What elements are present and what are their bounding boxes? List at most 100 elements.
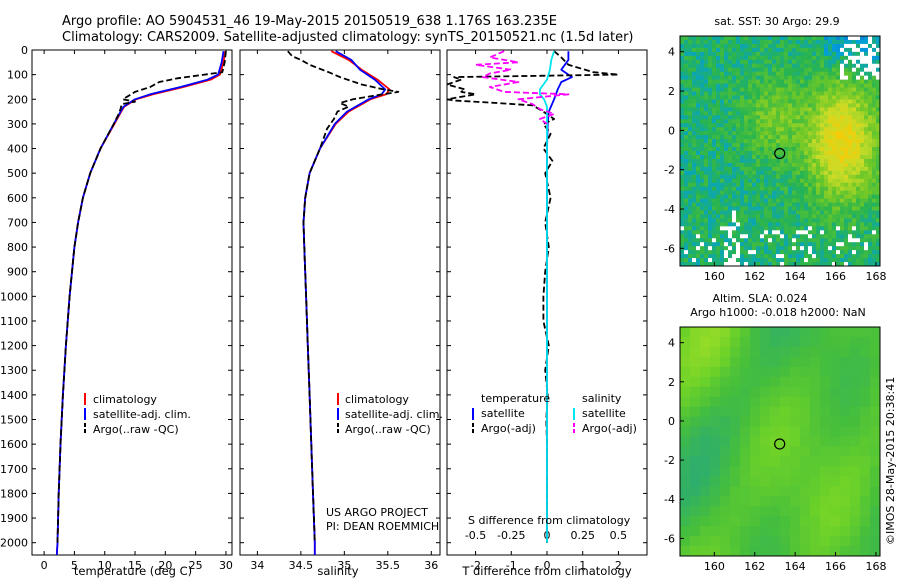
salinity-plot-frame	[239, 49, 441, 556]
map-cell	[808, 103, 813, 108]
map-cell	[832, 47, 837, 53]
map-cell	[868, 182, 873, 188]
map-cell	[848, 254, 853, 259]
map-cell	[830, 336, 841, 348]
map-cell	[836, 143, 841, 148]
map-cell	[872, 186, 877, 192]
map-cell	[776, 115, 781, 120]
map-cell	[712, 154, 717, 160]
map-cell	[772, 55, 777, 61]
map-cell	[764, 246, 769, 251]
map-cell	[824, 115, 829, 120]
map-cell	[844, 210, 849, 215]
map-cell	[788, 226, 793, 231]
map-cell	[744, 139, 749, 144]
map-cell	[792, 174, 797, 180]
map-cell	[812, 210, 817, 215]
map-cell	[816, 143, 821, 148]
map-cell	[856, 250, 861, 255]
map-cell	[760, 262, 765, 266]
map-cell	[812, 47, 817, 53]
map-cell	[768, 234, 773, 239]
map-cell	[736, 103, 741, 108]
map-cell	[836, 162, 841, 168]
map-cell	[816, 99, 821, 104]
map-cell	[816, 162, 821, 168]
map-cell	[704, 242, 709, 247]
map-cell	[696, 194, 701, 200]
map-cell	[684, 131, 689, 136]
map-cell	[712, 206, 717, 211]
map-cell	[684, 194, 689, 200]
map-cell	[808, 139, 813, 144]
map-cell	[796, 238, 801, 243]
depth-tick-label: 1900	[0, 512, 28, 525]
map-cell	[760, 170, 765, 176]
map-cell	[812, 147, 817, 152]
map-cell	[712, 63, 717, 69]
map-cell	[852, 162, 857, 168]
map-cell	[700, 127, 705, 132]
map-cell	[784, 95, 789, 100]
map-cell	[784, 250, 789, 255]
map-cell	[700, 526, 711, 537]
map-cell	[700, 36, 705, 41]
map-cell	[808, 210, 813, 215]
map-cell	[748, 154, 753, 160]
map-cell	[832, 111, 837, 116]
map-cell	[720, 95, 725, 100]
map-cell	[728, 51, 733, 57]
map-cell	[712, 99, 717, 104]
map-cell	[808, 131, 813, 136]
map-cell	[740, 47, 745, 53]
map-cell	[808, 39, 813, 45]
map-cell	[748, 39, 753, 45]
map-cell	[704, 254, 709, 259]
map-cell	[810, 446, 821, 457]
map-cell	[860, 214, 865, 219]
map-cell	[836, 67, 841, 73]
map-cell	[712, 139, 717, 144]
map-cell	[804, 87, 809, 93]
map-cell	[712, 202, 717, 208]
map-cell	[764, 151, 769, 156]
map-cell	[708, 115, 713, 120]
map-cell	[820, 496, 831, 507]
map-cell	[690, 456, 701, 467]
map-cell	[736, 55, 741, 61]
map-cell	[812, 154, 817, 160]
map-cell	[836, 51, 841, 57]
map-cell	[736, 75, 741, 81]
map-cell	[860, 43, 865, 49]
map-cell	[748, 238, 753, 243]
map-cell	[848, 111, 853, 116]
map-cell	[772, 75, 777, 81]
map-cell	[680, 202, 685, 208]
map-cell	[700, 91, 705, 96]
map-cell	[680, 51, 685, 57]
map-cell	[788, 190, 793, 196]
map-cell	[744, 174, 749, 180]
map-cell	[860, 59, 865, 65]
map-cell	[876, 210, 880, 215]
map-cell	[736, 214, 741, 219]
map-cell	[780, 63, 785, 69]
map-cell	[776, 47, 781, 53]
map-cell	[788, 234, 793, 239]
map-cell	[836, 158, 841, 164]
map-cell	[784, 55, 789, 61]
map-x-tick-label: 166	[825, 270, 846, 283]
map-cell	[832, 254, 837, 259]
map-cell	[730, 386, 741, 398]
map-cell	[820, 166, 825, 172]
map-cell	[704, 119, 709, 124]
map-cell	[692, 222, 697, 227]
map-cell	[836, 83, 841, 89]
map-cell	[820, 234, 825, 239]
map-cell	[728, 127, 733, 132]
map-cell	[830, 346, 841, 358]
map-cell	[848, 158, 853, 164]
map-cell	[804, 83, 809, 89]
map-cell	[788, 67, 793, 73]
map-cell	[788, 51, 793, 57]
